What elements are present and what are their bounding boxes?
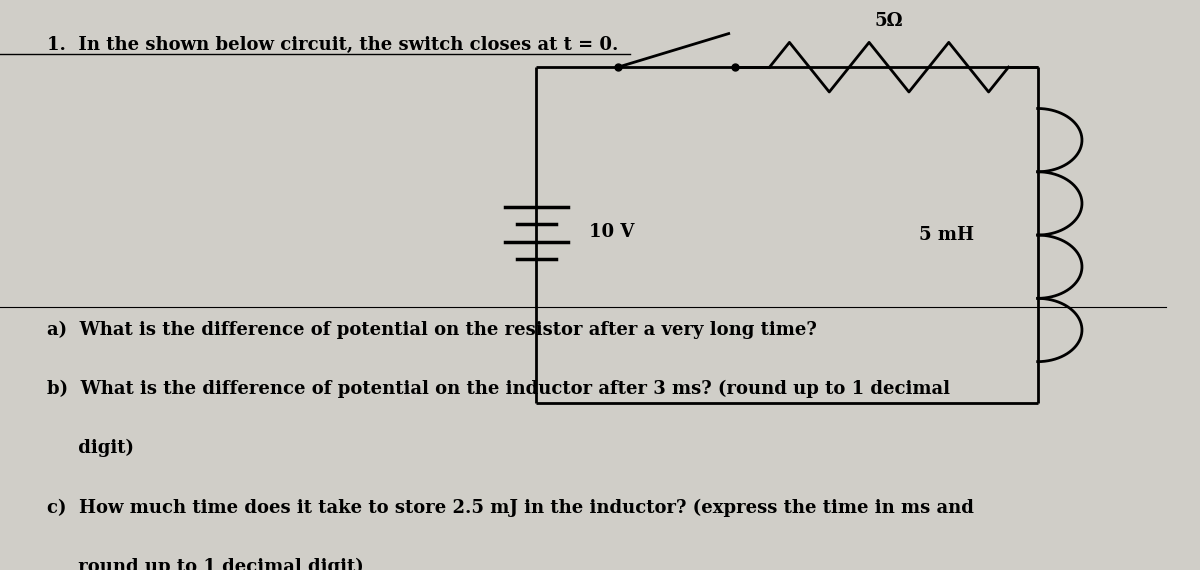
Text: 5Ω: 5Ω: [875, 11, 904, 30]
Text: digit): digit): [47, 439, 133, 457]
Text: 1.  In the shown below circuit, the switch closes at t = 0.: 1. In the shown below circuit, the switc…: [47, 36, 618, 54]
Text: round up to 1 decimal digit): round up to 1 decimal digit): [47, 558, 364, 570]
Text: 10 V: 10 V: [589, 223, 634, 242]
Text: 5 mH: 5 mH: [918, 226, 973, 244]
Text: a)  What is the difference of potential on the resistor after a very long time?: a) What is the difference of potential o…: [47, 320, 816, 339]
Text: b)  What is the difference of potential on the inductor after 3 ms? (round up to: b) What is the difference of potential o…: [47, 380, 949, 398]
Text: c)  How much time does it take to store 2.5 mJ in the inductor? (express the tim: c) How much time does it take to store 2…: [47, 499, 973, 517]
